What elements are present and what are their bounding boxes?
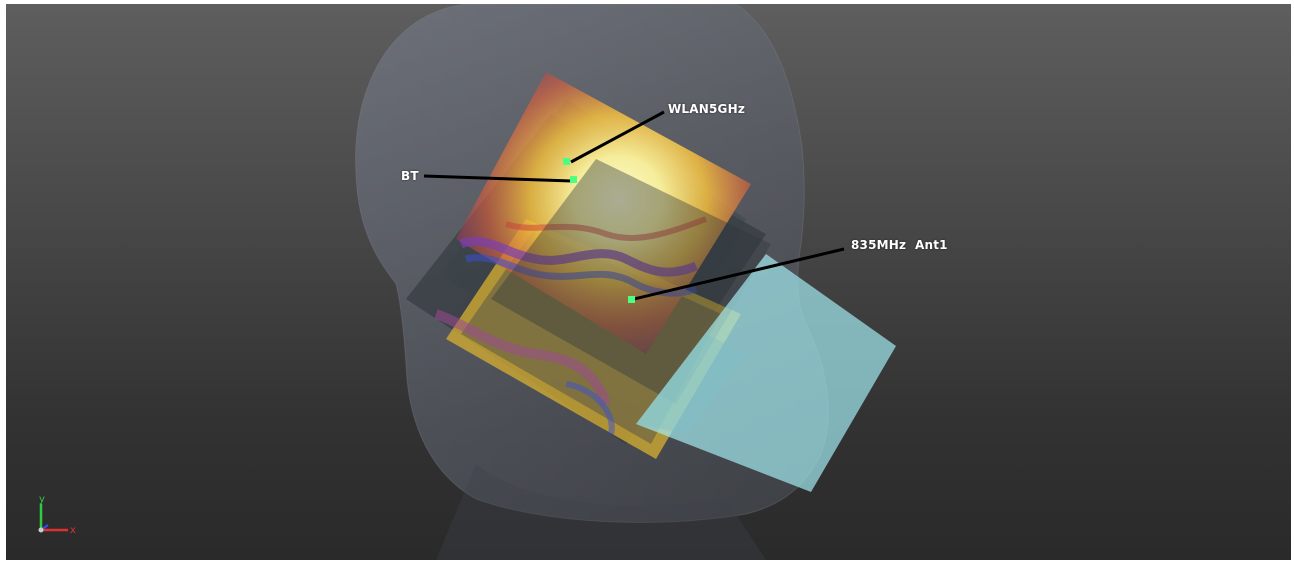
label-bt: BT — [401, 169, 419, 183]
marker-wlan5ghz[interactable] — [563, 158, 570, 165]
3d-viewport[interactable]: WLAN5GHz BT 835MHz Ant1 y x — [6, 4, 1291, 560]
sar-contour-red — [505, 216, 708, 242]
phone-plate-yellow-inner — [461, 229, 721, 444]
neck-shading — [436, 464, 766, 560]
phone-panel-835mhz — [636, 254, 896, 492]
sar-contour-lower-blue — [565, 381, 615, 435]
sar-contour-lower — [434, 309, 611, 406]
leader-line-835 — [633, 247, 845, 301]
axis-y-label: y — [39, 494, 45, 505]
label-wlan5ghz: WLAN5GHz — [668, 102, 746, 116]
axis-triad: y x — [34, 492, 86, 540]
axis-origin-icon — [38, 527, 44, 533]
marker-bt[interactable] — [570, 176, 577, 183]
phone-panel-overlap — [636, 334, 746, 434]
label-835mhz-ant1: 835MHz Ant1 — [851, 238, 948, 252]
leader-line-wlan — [570, 110, 665, 164]
sar-contour-purple — [459, 236, 698, 277]
leader-line-bt — [423, 174, 573, 183]
sar-heatmap-plate — [456, 72, 751, 354]
scene-canvas[interactable] — [6, 4, 1291, 560]
axis-x-label: x — [70, 525, 76, 536]
marker-835mhz-ant1[interactable] — [628, 296, 635, 303]
